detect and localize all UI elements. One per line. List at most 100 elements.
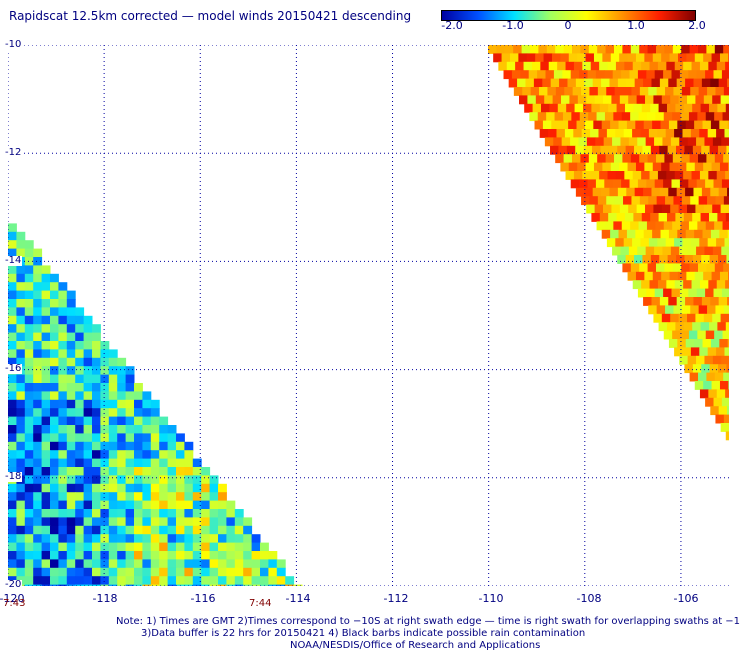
wind-diff-cell xyxy=(539,129,549,138)
wind-diff-cell xyxy=(552,95,562,105)
wind-diff-cell xyxy=(16,450,26,460)
wind-diff-cell xyxy=(41,576,51,586)
wind-diff-cell xyxy=(243,567,253,577)
wind-diff-cell xyxy=(16,425,26,434)
wind-diff-cell xyxy=(268,576,278,586)
wind-diff-cell xyxy=(92,500,101,510)
wind-diff-cell xyxy=(517,78,526,88)
wind-diff-cell xyxy=(83,399,93,409)
wind-diff-cell xyxy=(604,179,614,189)
wind-diff-cell xyxy=(125,576,135,586)
wind-diff-cell xyxy=(33,248,43,258)
wind-diff-cell xyxy=(176,509,185,518)
wind-diff-cell xyxy=(16,399,26,409)
wind-diff-cell xyxy=(601,229,611,239)
wind-diff-cell xyxy=(16,332,26,342)
wind-diff-cell xyxy=(66,441,76,451)
wind-diff-cell xyxy=(717,322,727,332)
wind-diff-cell xyxy=(714,112,724,122)
wind-diff-cell xyxy=(720,313,729,323)
wind-diff-cell xyxy=(705,330,715,340)
wind-diff-cell xyxy=(671,70,681,80)
wind-diff-cell xyxy=(24,290,34,300)
wind-diff-cell xyxy=(16,500,26,510)
wind-diff-cell xyxy=(142,500,152,510)
wind-diff-cell xyxy=(669,271,679,281)
wind-diff-cell xyxy=(621,221,631,231)
wind-diff-cell xyxy=(522,87,532,96)
wind-diff-cell xyxy=(33,299,43,308)
wind-diff-cell xyxy=(142,475,152,485)
wind-diff-cell xyxy=(666,171,676,180)
wind-diff-cell xyxy=(682,238,692,248)
wind-diff-cell xyxy=(209,525,219,535)
wind-diff-cell xyxy=(184,584,194,586)
wind-diff-cell xyxy=(24,324,34,334)
wind-diff-cell xyxy=(719,381,729,390)
wind-diff-cell xyxy=(58,299,68,308)
wind-diff-cell xyxy=(641,280,651,290)
wind-diff-cell xyxy=(687,246,697,256)
wind-diff-cell xyxy=(58,475,68,485)
wind-diff-cell xyxy=(612,137,621,147)
wind-diff-cell xyxy=(83,584,93,586)
wind-diff-cell xyxy=(24,525,34,535)
wind-diff-cell xyxy=(92,492,101,502)
wind-diff-cell xyxy=(667,255,677,264)
wind-diff-cell xyxy=(588,45,598,54)
wind-diff-cell xyxy=(714,221,724,231)
wind-diff-cell xyxy=(201,509,211,518)
wind-diff-cell xyxy=(83,391,93,401)
wind-diff-cell xyxy=(560,162,570,172)
wind-diff-cell xyxy=(92,483,101,493)
wind-diff-cell xyxy=(66,542,76,552)
lon-label-112: -112 xyxy=(383,592,409,605)
wind-diff-cell xyxy=(33,559,43,569)
wind-diff-cell xyxy=(630,221,640,231)
wind-diff-cell xyxy=(83,341,93,350)
wind-diff-cell xyxy=(654,137,663,147)
wind-diff-cell xyxy=(33,257,43,266)
wind-diff-cell xyxy=(33,458,43,468)
wind-diff-cell xyxy=(184,551,194,560)
wind-diff-cell xyxy=(579,112,589,122)
wind-diff-cell xyxy=(150,492,160,502)
wind-diff-cell xyxy=(117,450,127,460)
wind-diff-cell xyxy=(723,305,729,315)
wind-diff-cell xyxy=(674,129,683,138)
wind-diff-cell xyxy=(528,70,538,80)
wind-diff-cell xyxy=(125,542,135,552)
wind-diff-cell xyxy=(108,559,118,569)
wind-diff-cell xyxy=(33,416,43,426)
wind-diff-cell xyxy=(695,204,705,214)
wind-diff-cell xyxy=(685,187,694,197)
wind-diff-cell xyxy=(665,305,674,315)
wind-diff-cell xyxy=(565,171,575,180)
wind-diff-cell xyxy=(83,525,93,535)
wind-diff-cell xyxy=(41,332,51,342)
wind-diff-cell xyxy=(184,559,194,569)
wind-diff-cell xyxy=(604,112,614,122)
wind-diff-cell xyxy=(697,112,707,122)
wind-diff-cell xyxy=(570,137,579,147)
wind-diff-cell xyxy=(532,103,542,113)
wind-diff-cell xyxy=(515,61,525,71)
wind-diff-cell xyxy=(92,475,101,485)
wind-diff-cell xyxy=(598,129,608,138)
wind-diff-cell xyxy=(540,103,550,113)
wind-diff-cell xyxy=(100,559,110,569)
wind-diff-cell xyxy=(672,221,682,231)
wind-diff-cell xyxy=(150,509,160,518)
wind-diff-cell xyxy=(587,179,597,189)
wind-diff-cell xyxy=(134,408,143,418)
wind-diff-cell xyxy=(75,307,85,317)
wind-diff-cell xyxy=(8,441,17,451)
colorbar-label-2: 2.0 xyxy=(688,19,706,32)
wind-diff-cell xyxy=(142,433,152,443)
wind-diff-cell xyxy=(108,576,118,586)
wind-diff-cell xyxy=(33,584,43,586)
wind-diff-cell xyxy=(117,408,127,418)
wind-diff-cell xyxy=(66,492,76,502)
wind-diff-cell xyxy=(580,154,590,164)
wind-diff-cell xyxy=(521,45,531,54)
